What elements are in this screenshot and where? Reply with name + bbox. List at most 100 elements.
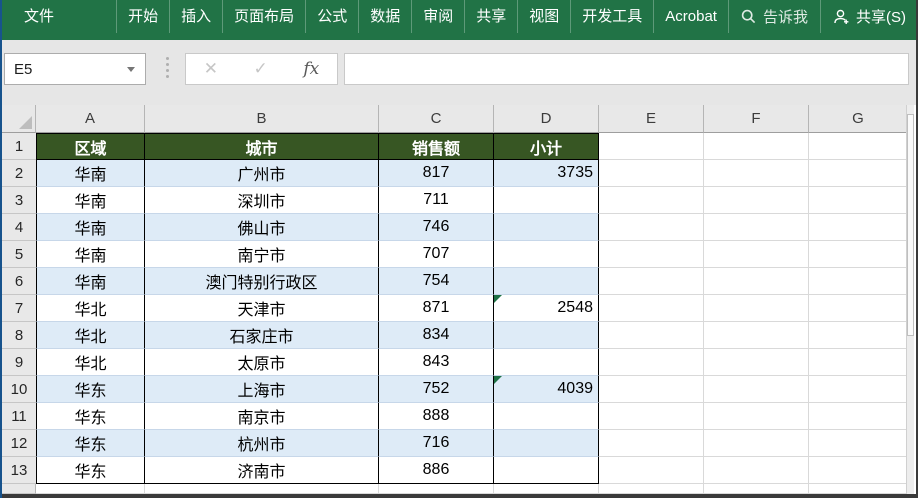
column-header-A[interactable]: A [36,105,145,133]
cell-D6[interactable] [494,268,599,295]
cell-A11[interactable]: 华东 [36,403,145,430]
header-cell-D1[interactable]: 小计 [494,133,599,160]
ribbon-tab-acrobat[interactable]: Acrobat [654,0,729,33]
row-header-5[interactable]: 5 [2,241,36,268]
ribbon-tab-share[interactable]: 共享 [465,0,519,33]
cell-D9[interactable] [494,349,599,376]
ribbon-tab-formulas[interactable]: 公式 [306,0,360,33]
cell-E7[interactable] [599,295,704,322]
cell-B2[interactable]: 广州市 [145,160,379,187]
cell-B6[interactable]: 澳门特别行政区 [145,268,379,295]
cell-B13[interactable]: 济南市 [145,457,379,484]
column-header-E[interactable]: E [599,105,704,133]
column-header-C[interactable]: C [379,105,494,133]
cell-G10[interactable] [809,376,908,403]
cell-F6[interactable] [704,268,809,295]
tell-me-button[interactable]: 告诉我 [729,0,821,33]
ribbon-tab-home[interactable]: 开始 [117,0,171,33]
cell-C7[interactable]: 871 [379,295,494,322]
cell-B12[interactable]: 杭州市 [145,430,379,457]
header-cell-B1[interactable]: 城市 [145,133,379,160]
cancel-icon[interactable]: ✕ [203,59,219,78]
cell-G7[interactable] [809,295,908,322]
cell-F4[interactable] [704,214,809,241]
ribbon-tab-data[interactable]: 数据 [359,0,413,33]
cell-C5[interactable]: 707 [379,241,494,268]
cell-E8[interactable] [599,322,704,349]
cell-C9[interactable]: 843 [379,349,494,376]
cell-partial[interactable] [809,484,908,494]
share-button[interactable]: 共享(S) [821,0,916,33]
header-cell-C1[interactable]: 销售额 [379,133,494,160]
row-header-11[interactable]: 11 [2,403,36,430]
row-header-10[interactable]: 10 [2,376,36,403]
formula-input[interactable] [344,53,909,85]
cell-partial[interactable] [494,484,599,494]
cell-G5[interactable] [809,241,908,268]
cell-D7[interactable]: 2548 [494,295,599,322]
ribbon-tab-view[interactable]: 视图 [518,0,572,33]
cell-D11[interactable] [494,403,599,430]
cell-B9[interactable]: 太原市 [145,349,379,376]
cell-G3[interactable] [809,187,908,214]
cell-D10[interactable]: 4039 [494,376,599,403]
cell-partial[interactable] [36,484,145,494]
cell-D12[interactable] [494,430,599,457]
cell-C8[interactable]: 834 [379,322,494,349]
cell-B8[interactable]: 石家庄市 [145,322,379,349]
ribbon-tab-review[interactable]: 审阅 [412,0,466,33]
cell-A12[interactable]: 华东 [36,430,145,457]
row-header-7[interactable]: 7 [2,295,36,322]
cell-A4[interactable]: 华南 [36,214,145,241]
cell-A13[interactable]: 华东 [36,457,145,484]
cell-A5[interactable]: 华南 [36,241,145,268]
enter-icon[interactable]: ✓ [253,59,268,78]
cell-A6[interactable]: 华南 [36,268,145,295]
cell-F12[interactable] [704,430,809,457]
cell-F2[interactable] [704,160,809,187]
cell-A3[interactable]: 华南 [36,187,145,214]
cell-C4[interactable]: 746 [379,214,494,241]
cell-C12[interactable]: 716 [379,430,494,457]
cell-E1[interactable] [599,133,704,160]
cell-F1[interactable] [704,133,809,160]
cell-B7[interactable]: 天津市 [145,295,379,322]
name-box[interactable]: E5 [4,53,146,85]
row-header-13[interactable]: 13 [2,457,36,484]
cell-F11[interactable] [704,403,809,430]
row-header-6[interactable]: 6 [2,268,36,295]
cell-G6[interactable] [809,268,908,295]
cell-C13[interactable]: 886 [379,457,494,484]
cell-F13[interactable] [704,457,809,484]
cell-G8[interactable] [809,322,908,349]
cell-E4[interactable] [599,214,704,241]
row-header-8[interactable]: 8 [2,322,36,349]
cell-D2[interactable]: 3735 [494,160,599,187]
cell-C3[interactable]: 711 [379,187,494,214]
cell-F10[interactable] [704,376,809,403]
cell-G11[interactable] [809,403,908,430]
header-cell-A1[interactable]: 区域 [36,133,145,160]
row-header-2[interactable]: 2 [2,160,36,187]
row-header-1[interactable]: 1 [2,133,36,160]
cell-partial[interactable] [379,484,494,494]
cell-F7[interactable] [704,295,809,322]
cell-B3[interactable]: 深圳市 [145,187,379,214]
cell-D5[interactable] [494,241,599,268]
cell-A7[interactable]: 华北 [36,295,145,322]
cell-B10[interactable]: 上海市 [145,376,379,403]
cell-G9[interactable] [809,349,908,376]
row-header-4[interactable]: 4 [2,214,36,241]
cell-A8[interactable]: 华北 [36,322,145,349]
name-box-dropdown-icon[interactable] [127,66,135,72]
cell-C10[interactable]: 752 [379,376,494,403]
cell-B5[interactable]: 南宁市 [145,241,379,268]
vertical-scrollbar[interactable] [906,105,914,494]
cell-E9[interactable] [599,349,704,376]
cell-E11[interactable] [599,403,704,430]
cell-C11[interactable]: 888 [379,403,494,430]
cell-G1[interactable] [809,133,908,160]
cell-D3[interactable] [494,187,599,214]
cell-A2[interactable]: 华南 [36,160,145,187]
cell-F8[interactable] [704,322,809,349]
